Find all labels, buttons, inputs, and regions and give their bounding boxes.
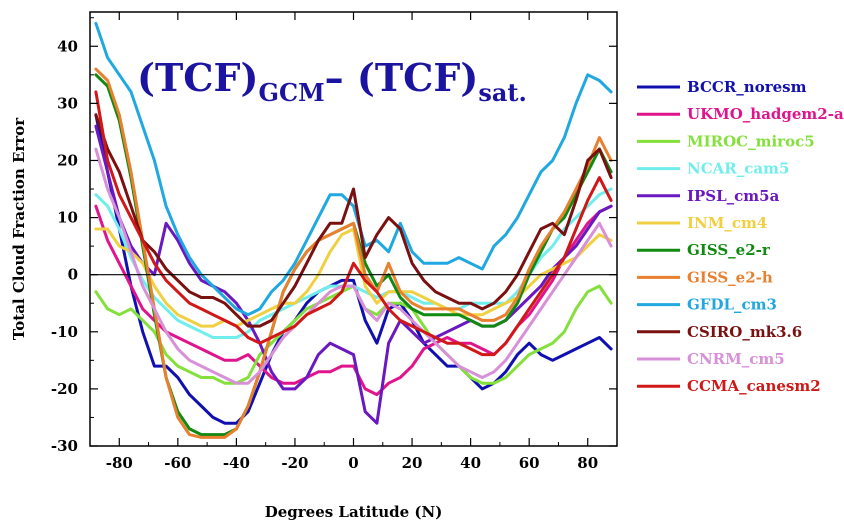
series-line-csiro-mk3-6 bbox=[94, 113, 613, 328]
x-tick-label: -40 bbox=[223, 454, 250, 472]
title-subscript-sat: sat. bbox=[478, 78, 527, 107]
series-line-ukmo-hadgem2-a bbox=[94, 204, 613, 397]
y-tick-label: -30 bbox=[51, 437, 78, 455]
x-axis-label: Degrees Latitude (N) bbox=[265, 503, 443, 521]
legend-item: NCAR_cam5 bbox=[637, 160, 789, 178]
svg-text:(TCF)GCM– (TCF)sat.: (TCF)GCM– (TCF)sat. bbox=[137, 55, 527, 107]
y-tick-label: 40 bbox=[57, 37, 78, 55]
legend-item: GFDL_cm3 bbox=[637, 296, 777, 314]
series-line-ipsl-cm5a bbox=[94, 124, 613, 425]
x-tick-label: -60 bbox=[164, 454, 191, 472]
legend-item: UKMO_hadgem2-a bbox=[637, 105, 844, 123]
legend-label: CNRM_cm5 bbox=[687, 350, 785, 368]
legend-item: IPSL_cm5a bbox=[637, 187, 780, 205]
y-tick-label: 20 bbox=[57, 151, 78, 169]
series-line-giss-e2-h bbox=[94, 67, 613, 439]
y-tick-label: 30 bbox=[57, 94, 78, 112]
series-line-cnrm-cm5 bbox=[94, 147, 613, 385]
x-tick-label: 0 bbox=[348, 454, 358, 472]
legend-item: BCCR_noresm bbox=[637, 78, 807, 96]
legend: BCCR_noresm UKMO_hadgem2-a MIROC_miroc5 NCA… bbox=[637, 78, 844, 395]
legend-item: CSIRO_mk3.6 bbox=[637, 323, 802, 341]
legend-label: GFDL_cm3 bbox=[687, 296, 777, 314]
axes: -80 -60 -40 -20 0 20 40 60 80 -30 -20 -10 0 10 20 30 40 bbox=[51, 11, 618, 472]
legend-label: IPSL_cm5a bbox=[687, 187, 780, 205]
legend-label: GISS_e2-h bbox=[687, 268, 773, 286]
title-part1: (TCF) bbox=[137, 55, 258, 100]
legend-label: NCAR_cam5 bbox=[687, 160, 789, 178]
series-line-bccr-noresm bbox=[94, 113, 613, 425]
legend-item: MIROC_miroc5 bbox=[637, 132, 815, 150]
x-tick-label: -80 bbox=[106, 454, 133, 472]
title-dash: – bbox=[325, 55, 357, 100]
legend-label: GISS_e2-r bbox=[687, 241, 771, 259]
chart-title: (TCF)GCM– (TCF)sat. bbox=[137, 55, 527, 107]
x-tick-label: 80 bbox=[577, 454, 598, 472]
legend-label: MIROC_miroc5 bbox=[687, 132, 815, 150]
legend-label: CSIRO_mk3.6 bbox=[687, 323, 802, 341]
x-tick-label: 40 bbox=[460, 454, 481, 472]
title-part2: (TCF) bbox=[357, 55, 478, 100]
y-tick-label: -20 bbox=[51, 380, 78, 398]
legend-label: CCMA_canesm2 bbox=[687, 377, 821, 395]
y-tick-label: -10 bbox=[51, 323, 78, 341]
legend-item: INM_cm4 bbox=[637, 214, 767, 232]
legend-label: INM_cm4 bbox=[687, 214, 767, 232]
x-tick-label: -20 bbox=[281, 454, 308, 472]
y-tick-label: 10 bbox=[57, 209, 78, 227]
x-tick-label: 20 bbox=[402, 454, 423, 472]
title-subscript-gcm: GCM bbox=[258, 78, 324, 107]
legend-item: GISS_e2-r bbox=[637, 241, 771, 259]
series-group bbox=[94, 21, 613, 439]
y-axis-label: Total Cloud Fraction Error bbox=[10, 117, 28, 340]
x-tick-label: 60 bbox=[519, 454, 540, 472]
series-line-giss-e2-r bbox=[94, 73, 613, 437]
series-line-gfdl-cm3 bbox=[94, 21, 613, 317]
y-tick-label: 0 bbox=[68, 266, 78, 284]
legend-label: BCCR_noresm bbox=[687, 78, 807, 96]
legend-item: GISS_e2-h bbox=[637, 268, 773, 286]
series-line-ccma-canesm2 bbox=[94, 90, 613, 357]
legend-item: CNRM_cm5 bbox=[637, 350, 785, 368]
legend-label: UKMO_hadgem2-a bbox=[687, 105, 844, 123]
legend-item: CCMA_canesm2 bbox=[637, 377, 821, 395]
